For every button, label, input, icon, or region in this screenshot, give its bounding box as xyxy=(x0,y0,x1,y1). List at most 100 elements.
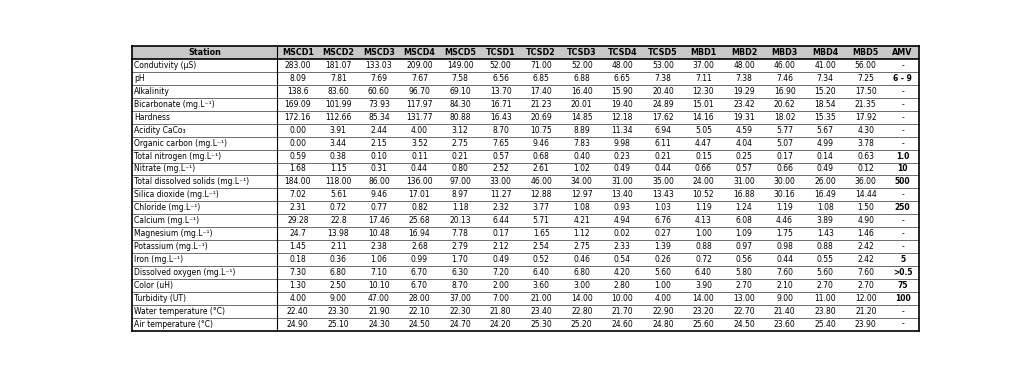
Text: 80.88: 80.88 xyxy=(449,113,471,122)
Text: 0.52: 0.52 xyxy=(533,255,549,264)
Bar xyxy=(481,214,521,227)
Bar xyxy=(399,98,440,111)
Bar xyxy=(642,240,683,253)
Bar xyxy=(440,240,481,253)
Text: 149.00: 149.00 xyxy=(447,61,474,70)
Text: TCSD4: TCSD4 xyxy=(608,48,637,57)
Text: 24.50: 24.50 xyxy=(733,320,755,329)
Text: 4.47: 4.47 xyxy=(695,139,712,148)
Text: 24.30: 24.30 xyxy=(368,320,390,329)
Bar xyxy=(603,150,642,163)
Text: 25.10: 25.10 xyxy=(327,320,349,329)
Text: 17.62: 17.62 xyxy=(652,113,674,122)
Bar xyxy=(132,46,277,59)
Text: 3.89: 3.89 xyxy=(816,216,834,225)
Bar xyxy=(642,305,683,317)
Bar xyxy=(318,163,359,175)
Bar xyxy=(277,240,318,253)
Text: 7.25: 7.25 xyxy=(857,74,875,83)
Text: 22.90: 22.90 xyxy=(652,307,674,316)
Text: MBD3: MBD3 xyxy=(771,48,798,57)
Text: 3.91: 3.91 xyxy=(329,126,347,135)
Bar xyxy=(683,124,723,137)
Text: 6.88: 6.88 xyxy=(574,74,590,83)
Text: 0.93: 0.93 xyxy=(614,203,631,212)
Bar xyxy=(683,317,723,330)
Text: 184.00: 184.00 xyxy=(284,178,311,186)
Bar xyxy=(481,292,521,305)
Bar xyxy=(399,214,440,227)
Bar xyxy=(399,188,440,201)
Text: 14.00: 14.00 xyxy=(693,294,714,303)
Bar xyxy=(399,227,440,240)
Bar xyxy=(481,317,521,330)
Text: 25.40: 25.40 xyxy=(814,320,836,329)
Bar xyxy=(642,253,683,266)
Bar xyxy=(764,227,805,240)
Text: 10: 10 xyxy=(897,164,907,173)
Bar xyxy=(603,292,642,305)
Bar xyxy=(521,279,562,292)
Bar xyxy=(562,72,603,85)
Text: 0.80: 0.80 xyxy=(451,164,469,173)
Bar xyxy=(318,227,359,240)
Bar xyxy=(764,175,805,188)
Text: 7.38: 7.38 xyxy=(655,74,671,83)
Bar xyxy=(723,98,764,111)
Text: 0.82: 0.82 xyxy=(411,203,428,212)
Text: 2.79: 2.79 xyxy=(451,242,469,251)
Text: 7.81: 7.81 xyxy=(330,74,347,83)
Bar xyxy=(603,227,642,240)
Bar xyxy=(132,85,277,98)
Text: 56.00: 56.00 xyxy=(855,61,877,70)
Bar xyxy=(359,175,399,188)
Bar xyxy=(845,266,886,279)
Text: 30.00: 30.00 xyxy=(773,178,796,186)
Bar xyxy=(318,253,359,266)
Bar xyxy=(521,72,562,85)
Bar xyxy=(562,175,603,188)
Text: Nitrate (mg.L⁻¹): Nitrate (mg.L⁻¹) xyxy=(134,164,195,173)
Text: 0.21: 0.21 xyxy=(655,151,671,160)
Bar xyxy=(521,163,562,175)
Bar xyxy=(277,292,318,305)
Bar xyxy=(277,85,318,98)
Bar xyxy=(805,150,845,163)
Text: 17.01: 17.01 xyxy=(408,190,431,199)
Text: 23.80: 23.80 xyxy=(814,307,836,316)
Text: 4.59: 4.59 xyxy=(736,126,753,135)
Text: 5.80: 5.80 xyxy=(736,268,753,277)
Text: 250: 250 xyxy=(895,203,910,212)
Bar xyxy=(845,111,886,124)
Text: Acidity CaCo₃: Acidity CaCo₃ xyxy=(134,126,186,135)
Text: Condutivity (μS): Condutivity (μS) xyxy=(134,61,196,70)
Text: 25.68: 25.68 xyxy=(408,216,431,225)
Bar xyxy=(132,163,277,175)
Bar xyxy=(277,201,318,214)
Bar xyxy=(642,46,683,59)
Text: 0.72: 0.72 xyxy=(329,203,347,212)
Bar xyxy=(562,253,603,266)
Bar xyxy=(359,188,399,201)
Text: 1.19: 1.19 xyxy=(776,203,793,212)
Text: 117.97: 117.97 xyxy=(406,100,433,109)
Text: 25.60: 25.60 xyxy=(693,320,714,329)
Bar xyxy=(603,214,642,227)
Bar xyxy=(845,72,886,85)
Text: 6.56: 6.56 xyxy=(492,74,509,83)
Text: Calcium (mg.L⁻¹): Calcium (mg.L⁻¹) xyxy=(134,216,199,225)
Text: 1.0: 1.0 xyxy=(896,151,909,160)
Text: 11.27: 11.27 xyxy=(490,190,512,199)
Bar xyxy=(642,279,683,292)
Bar xyxy=(359,317,399,330)
Bar xyxy=(764,201,805,214)
Bar xyxy=(359,59,399,72)
Bar xyxy=(805,59,845,72)
Text: 21.70: 21.70 xyxy=(612,307,633,316)
Bar xyxy=(886,85,919,98)
Text: MSCD3: MSCD3 xyxy=(363,48,395,57)
Text: 16.88: 16.88 xyxy=(733,190,755,199)
Text: 2.42: 2.42 xyxy=(857,255,874,264)
Text: 100: 100 xyxy=(895,294,910,303)
Bar xyxy=(440,227,481,240)
